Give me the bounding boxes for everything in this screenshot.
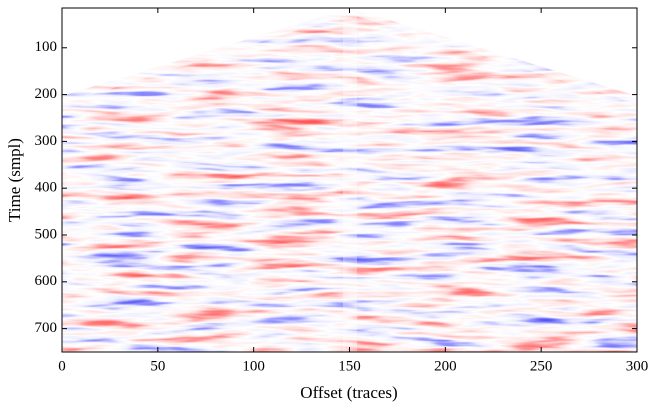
y-tick-label: 300 (35, 133, 58, 149)
x-tick-label: 100 (242, 358, 265, 374)
seismic-image (62, 8, 637, 352)
y-tick-label: 700 (35, 320, 58, 336)
x-tick-label: 0 (58, 358, 66, 374)
muted-region (62, 8, 637, 96)
x-tick-label: 150 (338, 358, 361, 374)
x-tick-label: 50 (150, 358, 165, 374)
y-tick-label: 100 (35, 39, 58, 55)
y-tick-label: 200 (35, 86, 58, 102)
y-axis-label: Time (smpl) (5, 138, 24, 222)
near-trace-band (343, 8, 357, 352)
y-tick-label: 600 (35, 273, 58, 289)
y-tick-label: 500 (35, 226, 58, 242)
x-axis-label: Offset (traces) (300, 383, 397, 402)
x-tick-label: 300 (626, 358, 648, 374)
x-tick-label: 250 (530, 358, 553, 374)
y-tick-label: 400 (35, 180, 58, 196)
x-tick-label: 200 (434, 358, 457, 374)
